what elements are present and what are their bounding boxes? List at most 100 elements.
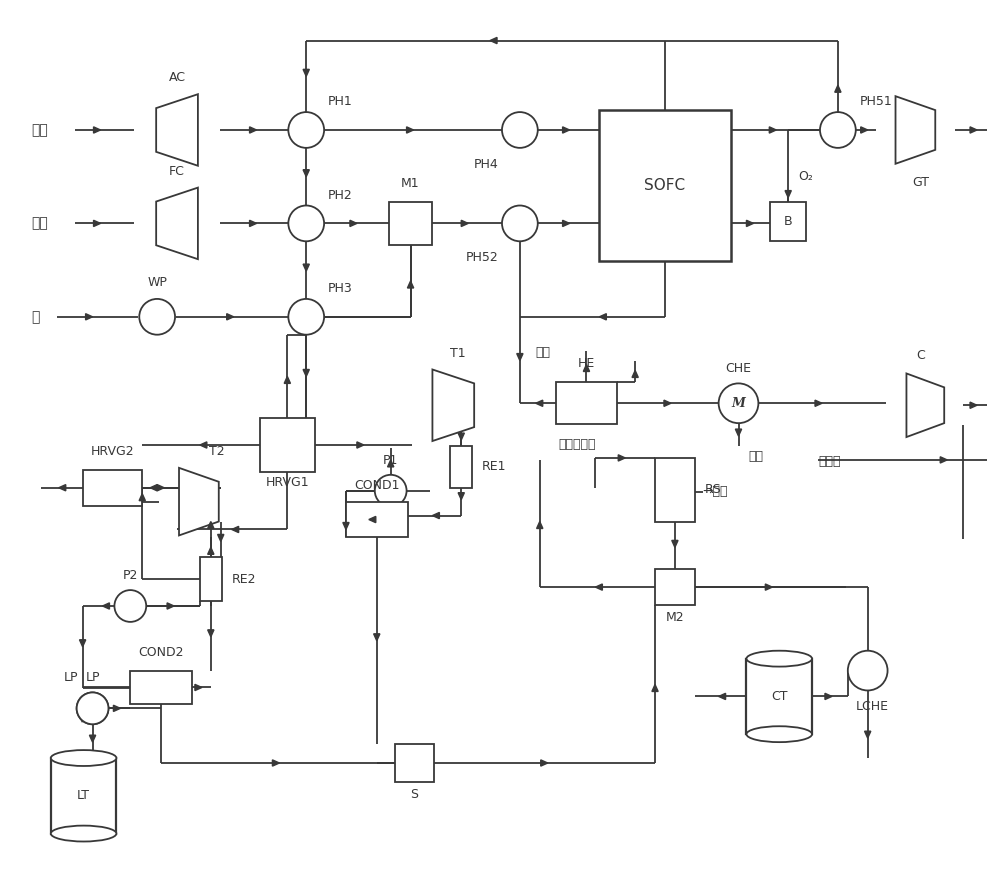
Polygon shape xyxy=(490,37,497,44)
Polygon shape xyxy=(303,369,309,376)
Bar xyxy=(346,502,408,538)
Polygon shape xyxy=(517,353,523,360)
Text: CT: CT xyxy=(771,690,787,703)
Polygon shape xyxy=(139,494,145,501)
Text: P1: P1 xyxy=(383,454,398,467)
Text: 热水: 热水 xyxy=(748,450,763,463)
Bar xyxy=(770,201,806,241)
Text: 空气: 空气 xyxy=(31,123,48,137)
Polygon shape xyxy=(357,441,364,449)
Polygon shape xyxy=(970,402,977,409)
Circle shape xyxy=(719,384,758,423)
Circle shape xyxy=(77,692,108,724)
Text: LP: LP xyxy=(63,671,78,684)
Polygon shape xyxy=(195,684,202,691)
Polygon shape xyxy=(825,693,832,700)
Polygon shape xyxy=(861,127,868,134)
Polygon shape xyxy=(541,760,548,766)
Polygon shape xyxy=(735,429,742,436)
Circle shape xyxy=(288,206,324,241)
Text: B: B xyxy=(784,214,793,228)
Text: SOFC: SOFC xyxy=(644,178,686,193)
Circle shape xyxy=(77,692,108,724)
Text: P2: P2 xyxy=(123,569,138,582)
Polygon shape xyxy=(284,376,290,384)
Text: HRVG1: HRVG1 xyxy=(266,476,309,489)
Text: RS: RS xyxy=(705,483,721,497)
Text: →供冷: →供冷 xyxy=(703,485,728,498)
Polygon shape xyxy=(537,522,543,529)
Polygon shape xyxy=(343,522,349,530)
Polygon shape xyxy=(458,493,464,499)
Polygon shape xyxy=(208,522,214,529)
Bar xyxy=(260,418,315,472)
Polygon shape xyxy=(432,369,474,441)
Polygon shape xyxy=(200,441,207,449)
Text: S: S xyxy=(411,788,419,801)
Bar xyxy=(200,557,222,601)
Polygon shape xyxy=(102,603,109,609)
Circle shape xyxy=(288,112,324,148)
Polygon shape xyxy=(536,400,543,407)
Polygon shape xyxy=(595,584,602,590)
Polygon shape xyxy=(458,433,464,440)
Polygon shape xyxy=(599,313,606,320)
Text: PH3: PH3 xyxy=(328,282,353,295)
Circle shape xyxy=(848,651,888,691)
Text: M2: M2 xyxy=(666,611,684,624)
Bar xyxy=(389,201,432,246)
Text: FC: FC xyxy=(169,165,185,178)
Text: RE1: RE1 xyxy=(482,460,507,473)
Polygon shape xyxy=(896,96,935,164)
Polygon shape xyxy=(432,513,439,519)
Text: LT: LT xyxy=(77,789,90,802)
Polygon shape xyxy=(218,534,224,541)
Polygon shape xyxy=(563,127,570,134)
Ellipse shape xyxy=(746,651,812,667)
Circle shape xyxy=(139,299,175,335)
Text: PH51: PH51 xyxy=(860,95,892,108)
Polygon shape xyxy=(835,85,841,93)
Text: M1: M1 xyxy=(401,176,420,190)
Polygon shape xyxy=(746,220,753,227)
Text: T2: T2 xyxy=(209,445,224,458)
Text: CHE: CHE xyxy=(726,362,752,376)
Text: M: M xyxy=(732,397,745,409)
Text: LCHE: LCHE xyxy=(856,700,889,714)
Bar xyxy=(556,383,617,425)
Bar xyxy=(746,659,812,734)
Polygon shape xyxy=(208,547,214,554)
Polygon shape xyxy=(719,693,726,700)
Text: 冷凝水: 冷凝水 xyxy=(818,455,841,468)
Polygon shape xyxy=(350,220,357,227)
Polygon shape xyxy=(94,127,101,134)
Polygon shape xyxy=(785,190,791,198)
Text: AC: AC xyxy=(169,71,186,85)
Text: WP: WP xyxy=(147,276,167,289)
Polygon shape xyxy=(407,127,414,134)
Polygon shape xyxy=(303,264,309,271)
Text: PH1: PH1 xyxy=(328,95,353,108)
Polygon shape xyxy=(303,170,309,177)
Bar xyxy=(83,470,142,506)
Text: PH52: PH52 xyxy=(465,251,498,264)
Text: C: C xyxy=(916,349,925,361)
Polygon shape xyxy=(563,220,570,227)
Text: GT: GT xyxy=(912,175,929,189)
Bar xyxy=(130,670,192,704)
Polygon shape xyxy=(179,468,219,536)
Text: COND1: COND1 xyxy=(354,479,400,491)
Text: PH4: PH4 xyxy=(473,158,498,171)
Circle shape xyxy=(820,112,856,148)
Polygon shape xyxy=(765,584,772,590)
Polygon shape xyxy=(632,370,638,377)
Circle shape xyxy=(114,590,146,622)
Circle shape xyxy=(502,112,538,148)
Polygon shape xyxy=(86,313,93,320)
Polygon shape xyxy=(583,365,590,371)
Bar xyxy=(395,744,434,782)
Polygon shape xyxy=(150,484,157,491)
Polygon shape xyxy=(940,457,947,463)
Polygon shape xyxy=(672,540,678,547)
Polygon shape xyxy=(94,220,101,227)
